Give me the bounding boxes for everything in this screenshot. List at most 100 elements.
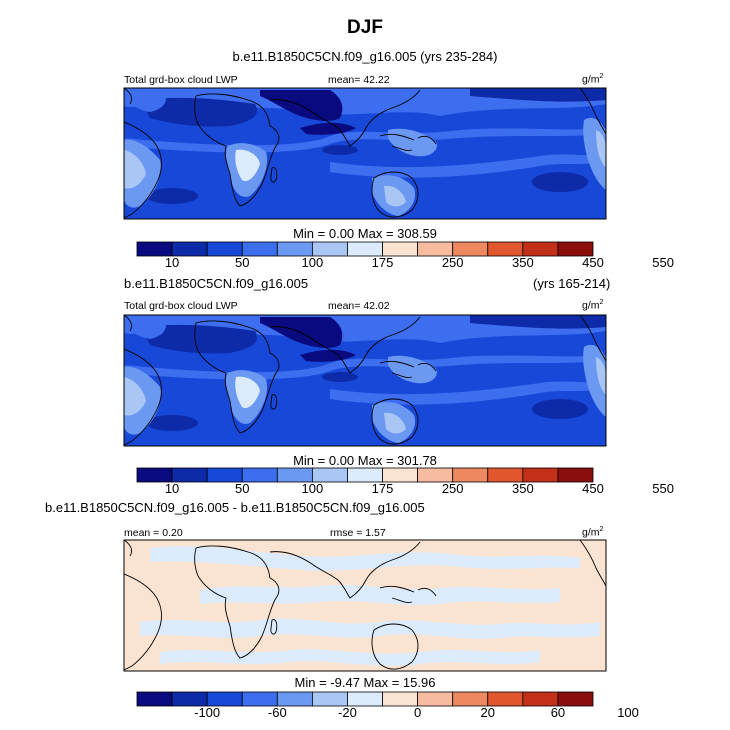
panel1-coast-africa [194,93,280,207]
panel1-arabia-east-africa-band [300,122,356,135]
colorbar-box [452,241,489,257]
colorbar-box [171,241,208,257]
colorbar-box [522,691,559,707]
colorbar-box [557,467,594,483]
colorbar-box [276,467,313,483]
panel3-negative-patch-north [150,546,580,571]
colorbar-box [557,241,594,257]
colorbar-tick-label: 250 [441,481,464,496]
colorbar-box [206,691,243,707]
panel1-dry-pool-indian [322,145,358,155]
colorbar-tick-label: 50 [234,481,250,496]
colorbar-box [347,691,383,707]
panel2-coast-australia [371,398,419,445]
panel2-frame [123,314,607,447]
colorbar-box [557,691,594,707]
panel3-frame [123,539,607,672]
colorbar-tick-label: 175 [371,481,394,496]
panel1-frame [123,87,607,220]
panel1-subtitle: b.e11.B1850C5CN.f09_g16.005 (yrs 235-284… [232,49,498,64]
panel1-dry-land-sahara [140,97,258,127]
colorbar-box [311,691,348,707]
panel3-map [124,540,606,671]
colorbar-tick-label: 450 [582,255,604,270]
colorbar-tick-label: 0 [413,705,422,720]
colorbar-box [452,691,489,707]
colorbar-tick-label: 10 [164,481,180,496]
panel2-coast-madagascar [270,394,278,410]
colorbar-box [382,691,419,707]
colorbar-box [311,241,348,257]
colorbar-box [522,467,559,483]
panel3-coast-madagascar [270,619,278,635]
panel1-minmax: Min = 0.00 Max = 308.59 [293,226,437,241]
panel3-colorbar [136,691,594,707]
colorbar-box [241,241,278,257]
panel2-coast-africa [194,320,280,434]
panel3-coast-africa [194,545,280,659]
panel1-north-atlantic-storm [124,88,166,112]
colorbar-tick-label: -100 [194,705,221,720]
colorbar-tick-label: 50 [234,255,250,270]
panel3-coast-greenland [124,540,133,557]
panel1-coast-north-america [579,88,606,135]
colorbar-box [206,241,243,257]
panel2-colorbar [136,467,594,483]
panel2-amazon-core [124,377,146,416]
panel2-subtitle-right: (yrs 165-214) [533,276,611,291]
colorbar-box [417,241,454,257]
panel3-coast-australia [371,623,419,670]
panel3-coast-arabia-asia [269,541,421,599]
colorbar-tick-label: 450 [582,481,604,496]
panel1-congo-core [235,149,260,182]
colorbar-box [487,241,524,257]
panel1-map [124,88,606,219]
panel3-coastlines [124,540,606,671]
panel1-dry-pool-atlantic [146,188,198,204]
colorbar-tick-label: -60 [267,705,287,720]
colorbar-box [347,241,383,257]
panel3-mean-label: mean = 0.20 [124,527,183,539]
panel2-australia-core [384,412,406,434]
colorbar-tick-label: 10 [164,255,180,270]
panel3-coast-north-america [579,540,606,587]
panel2-dry-pool-indian [322,372,358,382]
panel1-variable-label: Total grd-box cloud LWP [124,74,238,86]
panel2-coast-greenland [124,315,133,332]
colorbar-box [417,691,454,707]
colorbar-box [276,241,313,257]
panel1-coast-greenland [124,88,133,105]
colorbar-tick-label: 550 [652,481,674,496]
panel1-southern-band [330,154,606,178]
colorbar-tick-label: 350 [511,481,534,496]
panel1-coast-south-america [124,121,162,219]
colorbar-box [522,241,559,257]
colorbar-box [452,467,489,483]
colorbar-tick-label: 60 [550,705,566,720]
panel1-units-label: g/m2 [582,73,604,86]
panel2-minmax: Min = 0.00 Max = 301.78 [293,453,437,468]
colorbar-box [382,467,419,483]
colorbar-tick-label: 100 [301,481,324,496]
panel2-southern-band [330,381,606,405]
colorbar-tick-label: 20 [480,705,495,720]
panel2-north-atlantic-storm [124,315,166,339]
colorbar-box [417,467,454,483]
panel2-coast-south-america [124,348,162,446]
panel3-negative-patch-far-south [160,649,540,666]
panel3-units-label: g/m2 [582,526,604,539]
panel1-coast-maritime-islands [379,133,437,151]
panel2-east-pacific-core [596,357,606,395]
colorbar-tick-label: 175 [371,255,394,270]
panel3-subtitle: b.e11.B1850C5CN.f09_g16.005 - b.e11.B185… [45,500,425,515]
panel2-coast-north-america [579,315,606,362]
panel1-east-pacific-core [596,130,606,168]
panel2-coast-maritime-islands [379,360,437,378]
panel2-map [124,315,606,446]
panel3-minmax: Min = -9.47 Max = 15.96 [294,675,436,690]
panel3-negative-patch-south [140,618,600,639]
colorbar-box [276,691,313,707]
panel3-coast-maritime-islands [379,585,437,603]
colorbar-box [487,467,524,483]
